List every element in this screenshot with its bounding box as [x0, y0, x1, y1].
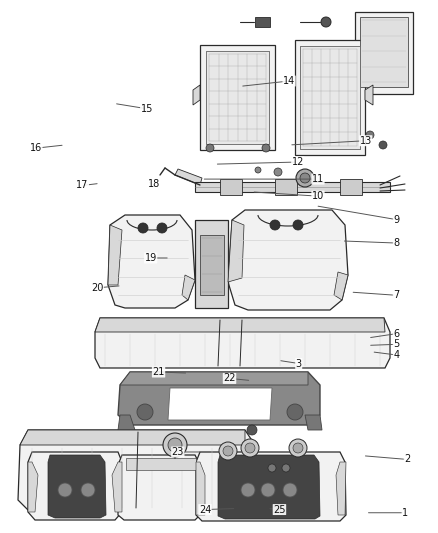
Polygon shape — [118, 455, 200, 520]
Text: 21: 21 — [152, 367, 165, 377]
Circle shape — [241, 439, 259, 457]
Circle shape — [58, 483, 72, 497]
Polygon shape — [48, 455, 106, 518]
Circle shape — [293, 220, 303, 230]
Circle shape — [168, 438, 182, 452]
Circle shape — [157, 223, 167, 233]
Circle shape — [293, 443, 303, 453]
Bar — [255, 17, 270, 27]
Bar — [275, 179, 297, 195]
Text: 13: 13 — [360, 136, 372, 146]
Circle shape — [219, 442, 237, 460]
Circle shape — [282, 464, 290, 472]
Bar — [340, 179, 362, 195]
Polygon shape — [28, 462, 38, 512]
Polygon shape — [295, 40, 365, 155]
Text: 11: 11 — [312, 174, 324, 184]
Circle shape — [366, 131, 374, 139]
Polygon shape — [118, 372, 320, 425]
Text: 23: 23 — [172, 447, 184, 457]
Bar — [360, 17, 408, 87]
Bar — [126, 458, 196, 470]
Bar — [206, 51, 269, 144]
Circle shape — [289, 439, 307, 457]
Text: 2: 2 — [404, 455, 410, 464]
Polygon shape — [18, 430, 255, 510]
Circle shape — [300, 173, 310, 183]
Circle shape — [283, 483, 297, 497]
Bar — [300, 46, 360, 149]
Text: 5: 5 — [393, 340, 399, 349]
Polygon shape — [228, 210, 348, 310]
Circle shape — [274, 168, 282, 176]
Polygon shape — [193, 85, 200, 105]
Circle shape — [138, 223, 148, 233]
Polygon shape — [365, 85, 373, 105]
Text: 15: 15 — [141, 104, 153, 114]
Text: 6: 6 — [393, 329, 399, 338]
Polygon shape — [95, 318, 385, 332]
Polygon shape — [118, 415, 135, 430]
Circle shape — [262, 144, 270, 152]
Text: 22: 22 — [223, 374, 236, 383]
Polygon shape — [108, 215, 195, 308]
Polygon shape — [300, 46, 360, 149]
Circle shape — [321, 17, 331, 27]
Polygon shape — [305, 415, 322, 430]
Circle shape — [163, 433, 187, 457]
Polygon shape — [195, 182, 390, 192]
Circle shape — [379, 141, 387, 149]
Polygon shape — [20, 430, 245, 445]
Polygon shape — [336, 462, 346, 515]
Polygon shape — [206, 51, 269, 144]
Circle shape — [255, 167, 261, 173]
Polygon shape — [200, 45, 275, 150]
Text: 19: 19 — [145, 253, 157, 263]
Text: 17: 17 — [76, 181, 88, 190]
Polygon shape — [168, 388, 272, 420]
Text: 12: 12 — [292, 157, 304, 167]
Text: 18: 18 — [148, 180, 160, 189]
Polygon shape — [28, 452, 122, 520]
Text: 24: 24 — [199, 505, 211, 514]
Polygon shape — [182, 275, 195, 300]
Text: 16: 16 — [30, 143, 42, 153]
Circle shape — [270, 220, 280, 230]
Circle shape — [247, 425, 257, 435]
Circle shape — [223, 446, 233, 456]
Polygon shape — [120, 372, 308, 385]
Bar — [200, 235, 224, 295]
Circle shape — [206, 144, 214, 152]
Polygon shape — [334, 272, 348, 300]
Circle shape — [241, 483, 255, 497]
Circle shape — [261, 483, 275, 497]
Circle shape — [81, 483, 95, 497]
Text: 9: 9 — [393, 215, 399, 224]
Circle shape — [245, 443, 255, 453]
Text: 1: 1 — [402, 508, 408, 518]
Text: 3: 3 — [296, 359, 302, 368]
Polygon shape — [175, 169, 202, 185]
Polygon shape — [196, 462, 205, 515]
Circle shape — [296, 169, 314, 187]
Text: 8: 8 — [393, 238, 399, 248]
Text: 7: 7 — [393, 290, 399, 300]
Polygon shape — [195, 220, 228, 308]
Text: 25: 25 — [273, 505, 286, 514]
Text: 10: 10 — [312, 191, 324, 201]
Text: 20: 20 — [91, 283, 103, 293]
Bar — [220, 179, 242, 195]
Circle shape — [137, 404, 153, 420]
Circle shape — [287, 404, 303, 420]
Polygon shape — [218, 455, 320, 519]
Polygon shape — [95, 318, 390, 368]
Text: 14: 14 — [283, 76, 295, 86]
Circle shape — [268, 464, 276, 472]
Polygon shape — [228, 220, 244, 282]
Polygon shape — [196, 452, 346, 521]
Polygon shape — [112, 462, 122, 512]
Text: 4: 4 — [393, 350, 399, 360]
Polygon shape — [108, 225, 122, 285]
Bar — [355, 12, 413, 94]
